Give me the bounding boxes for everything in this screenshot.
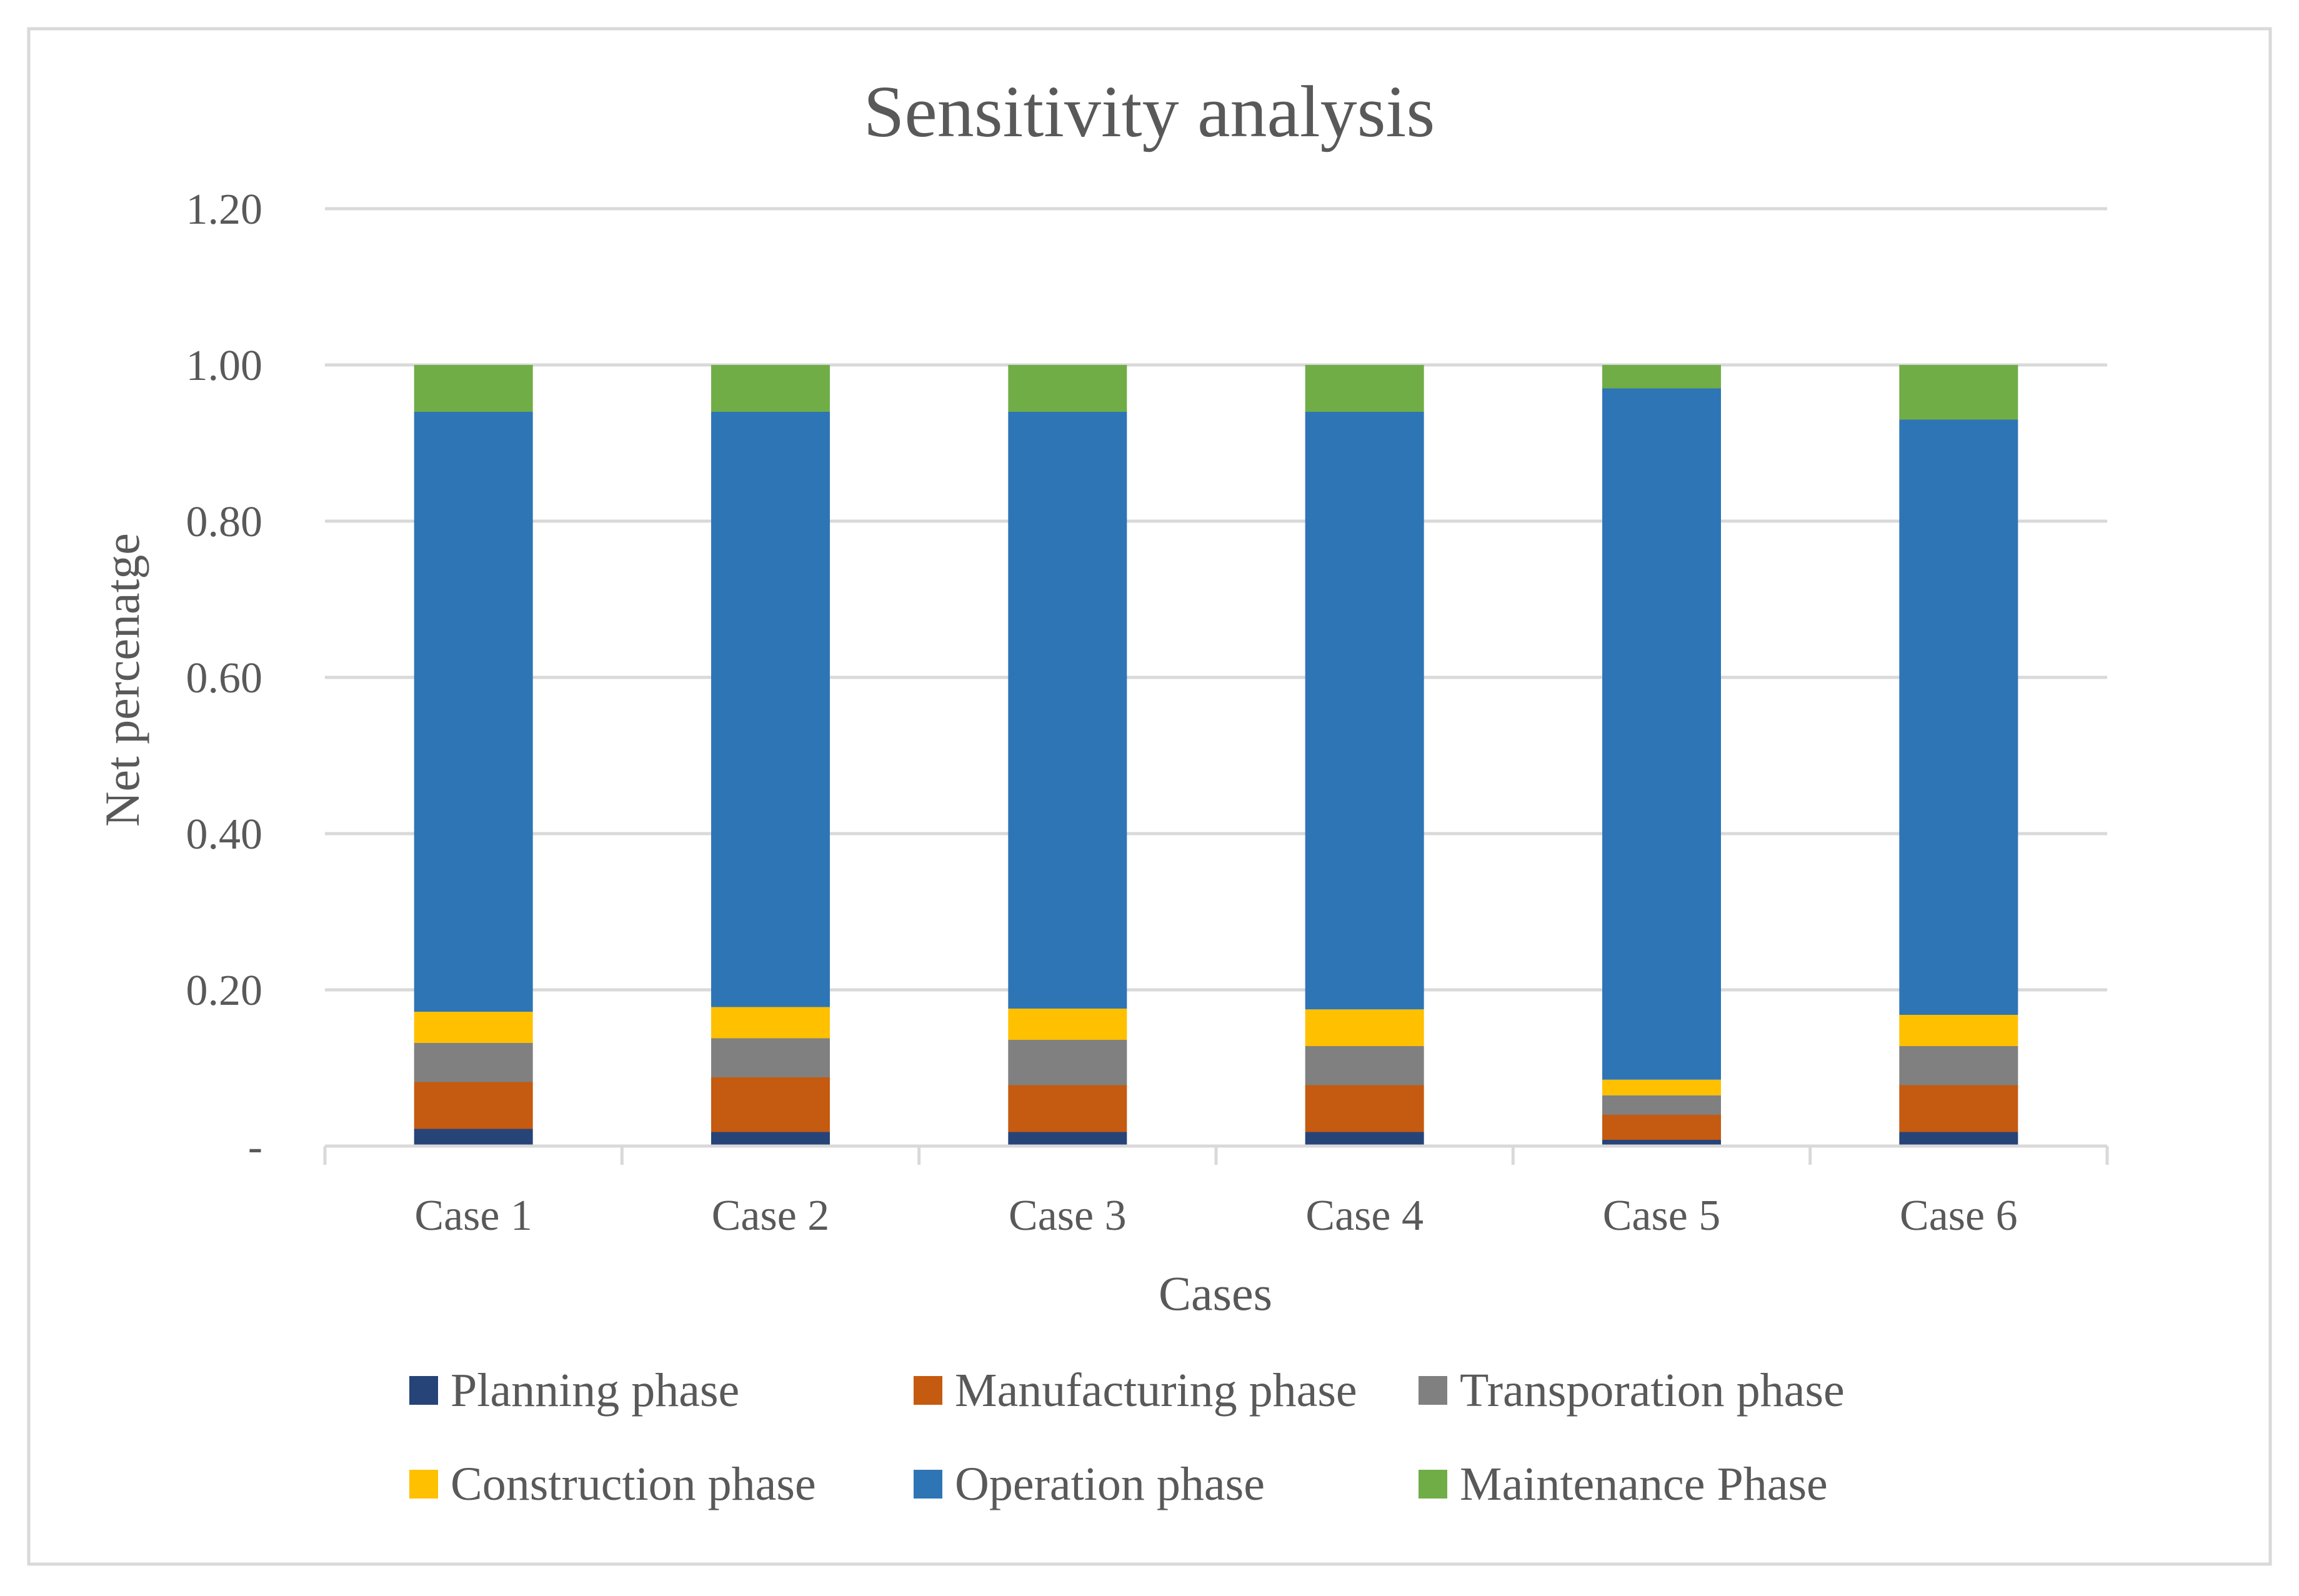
legend-swatch bbox=[914, 1470, 942, 1499]
legend-swatch bbox=[1419, 1470, 1447, 1499]
bar-segment-construction-phase-case-1 bbox=[414, 1012, 533, 1043]
y-tick-label: 0.80 bbox=[186, 498, 263, 546]
bar-segment-planning-phase-case-4 bbox=[1305, 1132, 1424, 1146]
bar-segment-manufacturing-phase-case-6 bbox=[1899, 1085, 2018, 1132]
y-tick-label: 0.20 bbox=[186, 967, 263, 1015]
bar-segment-construction-phase-case-3 bbox=[1008, 1009, 1127, 1040]
legend-swatch bbox=[1419, 1376, 1447, 1405]
bar-segment-operation-phase-case-1 bbox=[414, 412, 533, 1012]
bar-segment-planning-phase-case-5 bbox=[1602, 1140, 1721, 1146]
x-tick-label: Case 6 bbox=[1900, 1192, 2018, 1240]
legend-swatch bbox=[914, 1376, 942, 1405]
bar-segment-construction-phase-case-2 bbox=[711, 1007, 830, 1039]
y-tick-label: 1.20 bbox=[186, 186, 263, 234]
bar-segment-planning-phase-case-6 bbox=[1899, 1132, 2018, 1146]
x-tick-label: Case 5 bbox=[1603, 1192, 1721, 1240]
x-tick-label: Case 4 bbox=[1305, 1192, 1424, 1240]
axes: - 0.20 0.40 0.60 0.80 1.00 1.20 Case 1 Case 2 Cas… bbox=[186, 186, 2109, 1240]
bar-segment-operation-phase-case-4 bbox=[1305, 412, 1424, 1010]
y-axis-title: Net percenatge bbox=[95, 533, 149, 827]
bar-segment-construction-phase-case-6 bbox=[1899, 1015, 2018, 1046]
legend-label: Construction phase bbox=[451, 1458, 816, 1510]
y-tick-label: - bbox=[248, 1123, 262, 1171]
x-tick-label: Case 2 bbox=[712, 1192, 830, 1240]
legend-swatch bbox=[409, 1470, 438, 1499]
bar-segment-maintenance-phase-case-3 bbox=[1008, 365, 1127, 412]
bar-segment-transporation-phase-case-5 bbox=[1602, 1095, 1721, 1115]
bar-segment-maintenance-phase-case-5 bbox=[1602, 365, 1721, 389]
bar-segment-construction-phase-case-4 bbox=[1305, 1009, 1424, 1046]
legend-label: Planning phase bbox=[451, 1364, 739, 1417]
bar-segment-planning-phase-case-3 bbox=[1008, 1132, 1127, 1146]
bar-segment-construction-phase-case-5 bbox=[1602, 1079, 1721, 1095]
bar-segment-maintenance-phase-case-2 bbox=[711, 365, 830, 412]
legend-swatch bbox=[409, 1376, 438, 1405]
bar-segment-maintenance-phase-case-1 bbox=[414, 365, 533, 412]
y-tick-label: 0.40 bbox=[186, 810, 263, 859]
bar-segment-transporation-phase-case-2 bbox=[711, 1038, 830, 1077]
x-tick-label: Case 1 bbox=[414, 1192, 532, 1240]
y-tick-label: 0.60 bbox=[186, 654, 263, 702]
bar-segment-planning-phase-case-1 bbox=[414, 1129, 533, 1146]
bar-segment-manufacturing-phase-case-5 bbox=[1602, 1115, 1721, 1140]
bar-segment-operation-phase-case-5 bbox=[1602, 388, 1721, 1080]
y-tick-label: 1.00 bbox=[186, 342, 263, 390]
legend-label: Maintenance Phase bbox=[1460, 1458, 1828, 1510]
bar-segment-maintenance-phase-case-6 bbox=[1899, 365, 2018, 420]
chart-title: Sensitivity analysis bbox=[864, 71, 1435, 152]
legend-label: Manufacturing phase bbox=[955, 1364, 1357, 1417]
bar-segment-manufacturing-phase-case-2 bbox=[711, 1077, 830, 1132]
chart-border bbox=[27, 27, 2272, 1566]
bar-segment-transporation-phase-case-1 bbox=[414, 1043, 533, 1082]
bar-segment-planning-phase-case-2 bbox=[711, 1132, 830, 1146]
legend-label: Operation phase bbox=[955, 1458, 1265, 1510]
bar-segment-manufacturing-phase-case-1 bbox=[414, 1082, 533, 1129]
legend: Planning phase Manufacturing phase Transpo… bbox=[409, 1364, 1845, 1510]
gridlines bbox=[325, 207, 2107, 992]
bar-segment-operation-phase-case-6 bbox=[1899, 419, 2018, 1015]
x-tick-label: Case 3 bbox=[1009, 1192, 1127, 1240]
bar-segment-manufacturing-phase-case-4 bbox=[1305, 1085, 1424, 1132]
bar-segment-transporation-phase-case-3 bbox=[1008, 1040, 1127, 1085]
x-axis-title: Cases bbox=[1159, 1266, 1272, 1320]
bar-segment-maintenance-phase-case-4 bbox=[1305, 365, 1424, 412]
bar-segment-operation-phase-case-3 bbox=[1008, 412, 1127, 1009]
bars bbox=[414, 365, 2018, 1146]
bar-segment-manufacturing-phase-case-3 bbox=[1008, 1085, 1127, 1132]
bar-segment-transporation-phase-case-4 bbox=[1305, 1046, 1424, 1085]
bar-segment-operation-phase-case-2 bbox=[711, 412, 830, 1007]
bar-segment-transporation-phase-case-6 bbox=[1899, 1046, 2018, 1085]
legend-label: Transporation phase bbox=[1460, 1364, 1845, 1417]
